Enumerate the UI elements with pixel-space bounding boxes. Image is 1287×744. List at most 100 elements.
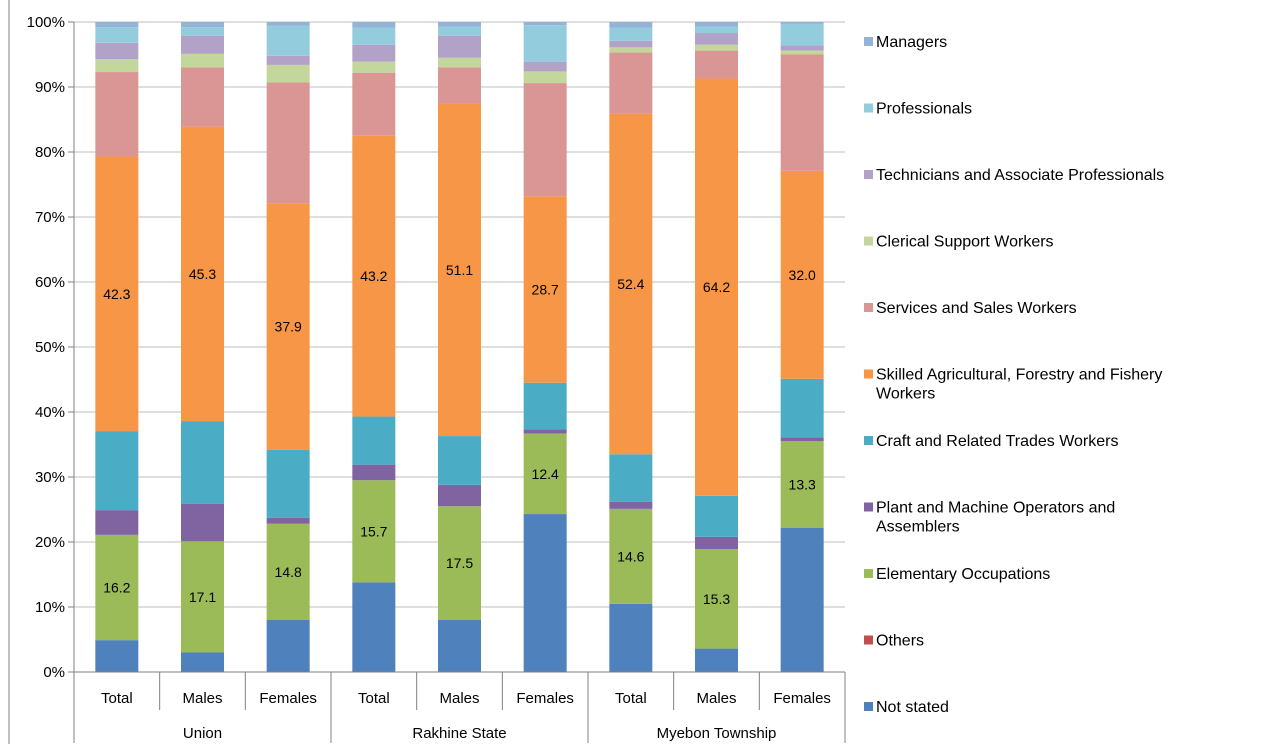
y-tick-label: 100% (27, 14, 65, 31)
bar-segment (438, 620, 481, 672)
x-group-label: Union (183, 725, 222, 742)
x-group-label: Myebon Township (657, 725, 777, 742)
legend-label: Plant and Machine Operators and (876, 500, 1115, 517)
bar-segment (352, 416, 396, 465)
x-tick-label: Females (516, 690, 574, 707)
bar-segment (438, 436, 481, 485)
data-label: 14.6 (617, 548, 644, 564)
bar-segment (95, 72, 139, 157)
bar-segment (181, 35, 224, 54)
bar-segment (609, 52, 653, 114)
bar-segment (352, 464, 396, 481)
bar-segment (523, 71, 567, 84)
bar-segment (695, 495, 738, 537)
data-label: 52.4 (617, 276, 644, 292)
x-tick-label: Males (182, 690, 222, 707)
legend-swatch (864, 635, 873, 645)
bar-segment (780, 170, 824, 379)
legend-label: Skilled Agricultural, Forestry and Fishe… (876, 367, 1162, 384)
data-label: 64.2 (703, 279, 730, 295)
data-label: 12.4 (532, 466, 559, 482)
bar-segment (780, 45, 824, 51)
data-label: 51.1 (446, 262, 473, 278)
bar-segment (352, 72, 396, 136)
bar-segment (523, 196, 567, 383)
bar-segment (609, 22, 653, 28)
bar-segment (438, 67, 481, 104)
bar-segment (438, 57, 481, 68)
bar-segment (780, 527, 824, 672)
bar-segment (523, 61, 567, 72)
bar-segment (181, 67, 224, 127)
legend-swatch (864, 369, 873, 379)
y-tick-label: 90% (35, 79, 65, 96)
bar-segment (695, 536, 738, 550)
data-label: 17.1 (189, 589, 216, 605)
bar-segment (780, 441, 824, 528)
bar-segment (266, 523, 310, 620)
bar-segment (695, 648, 738, 672)
y-axis: 0% 10% 20% 30% 40% 50% 60% 70% 80% 90% 100% (8, 0, 75, 744)
legend-item: Clerical Support Workers (864, 234, 1054, 251)
bar-segment (438, 103, 481, 437)
bar-segment (266, 82, 310, 204)
bar-segment (609, 113, 653, 455)
x-axis: Total Males Females Union Total Males Females R… (73, 671, 846, 743)
y-tick-label: 30% (35, 469, 65, 486)
bar-segment (438, 26, 481, 36)
y-tick-label: 50% (35, 339, 65, 356)
legend-swatch (864, 702, 873, 711)
x-tick-label: Males (439, 690, 479, 707)
bar-segment (95, 59, 139, 73)
bar-segment (266, 449, 310, 518)
bar-segment (181, 421, 224, 504)
bar-segment (695, 44, 738, 51)
bar-segment (695, 50, 738, 79)
legend-item: Elementary Occupations (864, 566, 1050, 583)
legend-item: Skilled Agricultural, Forestry and Fishe… (864, 367, 1162, 403)
legend-label: Services and Sales Workers (876, 300, 1077, 317)
data-label: 14.8 (275, 564, 302, 580)
data-label: 13.3 (789, 476, 816, 492)
bar-segment (95, 22, 139, 28)
bar-segment (780, 437, 824, 442)
bar-segment (95, 534, 139, 641)
bar-segment (181, 652, 224, 672)
bar-segment (695, 78, 738, 496)
bar-segment (266, 517, 310, 524)
y-tick-label: 0% (43, 664, 65, 681)
bar-segment (523, 433, 567, 515)
legend-label: Workers (876, 386, 935, 403)
bar-segment (438, 22, 481, 27)
y-tick-label: 80% (35, 144, 65, 161)
bar-segment (352, 135, 396, 417)
bar-segment (266, 620, 310, 672)
bar-segment (780, 378, 824, 438)
legend-swatch (864, 236, 873, 246)
bar-segment (95, 640, 139, 672)
legend: Managers Professionals Technicians and Ass… (864, 34, 1164, 716)
bar-segment (438, 506, 481, 620)
bar-segment (695, 33, 738, 45)
bar-segment (95, 156, 139, 432)
bar-segment (266, 55, 310, 65)
bar-segment (95, 431, 139, 511)
legend-swatch (864, 436, 873, 445)
x-tick-label: Males (696, 690, 736, 707)
data-label: 17.5 (446, 555, 473, 571)
y-tick-label: 10% (35, 599, 65, 616)
legend-item: Services and Sales Workers (864, 300, 1077, 317)
data-label: 16.2 (103, 580, 130, 596)
legend-item: Plant and Machine Operators and Assembler… (864, 500, 1115, 536)
y-tick-label: 20% (35, 534, 65, 551)
bar-segment (95, 27, 139, 43)
legend-swatch (864, 502, 873, 512)
legend-label: Professionals (876, 101, 972, 118)
bar-segment (181, 27, 224, 36)
x-group-label: Rakhine State (412, 725, 506, 742)
data-label: 42.3 (103, 286, 130, 302)
legend-item: Craft and Related Trades Workers (864, 433, 1118, 450)
legend-label: Others (876, 633, 924, 650)
bar-segment (523, 514, 567, 672)
bar-segment (95, 510, 139, 535)
